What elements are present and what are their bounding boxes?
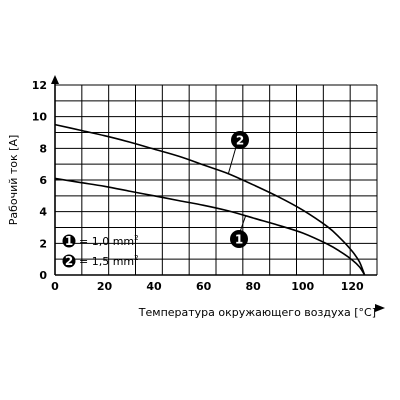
x-tick-label: 0 [51, 280, 59, 293]
x-axis-arrow-icon [375, 304, 385, 312]
legend-item-2-sup: 2 [134, 254, 138, 262]
y-axis-title: Рабочий ток [A] [7, 135, 20, 226]
legend-item-1: = 1,0 mm2 [79, 234, 139, 248]
y-tick-label: 6 [39, 174, 47, 187]
callout-2-leader [227, 146, 237, 174]
legend-item-2: = 1,5 mm2 [79, 254, 139, 268]
legend-item-1-sup: 2 [134, 234, 138, 242]
y-tick-label: 2 [39, 237, 47, 250]
x-tick-label: 20 [97, 280, 113, 293]
callout-1-label: 1 [235, 233, 243, 247]
x-axis-title: Температура окружающего воздуха [°C] [138, 306, 376, 319]
legend-item-1-text: = 1,0 mm [79, 235, 134, 248]
legend-marker-1-label: 1 [65, 234, 73, 248]
legend-item-2-text: = 1,5 mm [79, 255, 134, 268]
callout-2-marker [231, 131, 249, 149]
callout-2-label: 2 [236, 134, 244, 148]
y-tick-label: 10 [32, 111, 48, 124]
x-tick-label: 80 [245, 280, 261, 293]
y-tick-label: 0 [39, 269, 47, 282]
x-tick-label: 120 [341, 280, 364, 293]
x-tick-label: 60 [196, 280, 212, 293]
y-axis-arrow-icon [51, 75, 59, 84]
series-1-line [54, 177, 366, 276]
series-2-line [54, 123, 366, 276]
chart-grid [54, 84, 378, 276]
chart-axes [51, 75, 385, 312]
x-tick-label: 40 [146, 280, 162, 293]
callout-1-marker [230, 230, 248, 248]
y-tick-label: 4 [39, 206, 47, 219]
legend: 1 = 1,0 mm2 2 = 1,5 mm2 [62, 234, 139, 268]
y-tick-label: 12 [32, 79, 47, 92]
legend-marker-2-label: 2 [65, 254, 73, 268]
chart-curves [54, 123, 366, 276]
legend-marker-1 [62, 234, 76, 248]
curve-callouts: 21 [227, 131, 249, 248]
y-tick-label: 8 [39, 142, 47, 155]
x-tick-label: 100 [291, 280, 314, 293]
legend-marker-2 [62, 254, 76, 268]
